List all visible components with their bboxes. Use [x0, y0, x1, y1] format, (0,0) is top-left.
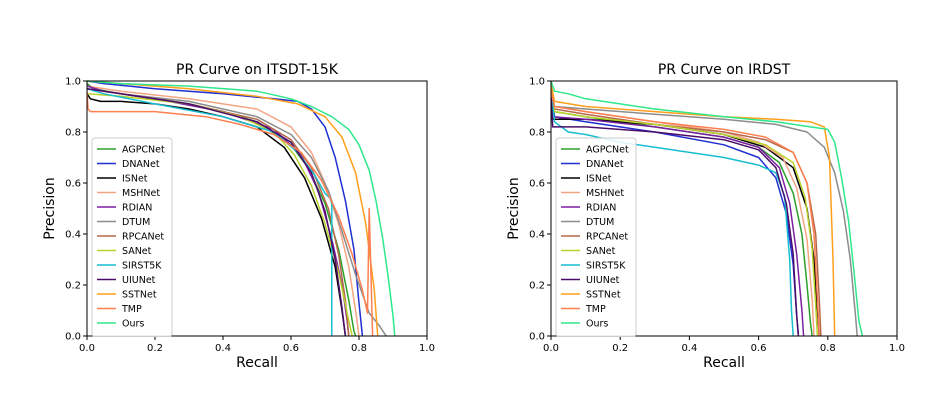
legend-label: UIUNet — [586, 275, 620, 286]
legend-label: MSHNet — [122, 188, 160, 199]
x-tick-label: 0.6 — [751, 343, 767, 354]
legend-label: RPCANet — [122, 232, 164, 243]
series-line-sanet — [551, 88, 819, 337]
y-tick-label: 1.0 — [529, 77, 545, 88]
x-tick-label: 0.2 — [147, 343, 163, 354]
legend-label: Ours — [122, 319, 144, 330]
x-tick-label: 0.8 — [351, 343, 367, 354]
chart-irdst: 0.0 0.2 0.4 0.6 0.8 1.0 0.0 0.2 0.4 0.6 0.8 1.0 PR C… — [506, 62, 905, 371]
legend-label: ISNet — [586, 174, 612, 185]
series-line-rpcanet — [551, 85, 822, 337]
legend-label: DTUM — [122, 217, 150, 228]
series-line-mshnet — [87, 85, 360, 337]
x-tick-label: 0.4 — [215, 343, 231, 354]
x-tick-label: 0.8 — [820, 343, 836, 354]
legend-box — [555, 137, 637, 337]
legend-label: DTUM — [586, 217, 614, 228]
plot-frame — [86, 80, 428, 337]
x-tick-label: 0.4 — [681, 343, 697, 354]
legend-label: Ours — [586, 319, 608, 330]
legend-label: SSTNet — [122, 290, 157, 301]
series-line-dnanet — [87, 80, 364, 337]
legend-label: TMP — [585, 304, 606, 315]
chart-title: PR Curve on IRDST — [658, 62, 791, 78]
legend-box — [91, 137, 173, 337]
legend: AGPCNet DNANet ISNet MSHNet RDIAN DTUM RPCANet… — [555, 137, 637, 337]
legend-label: RDIAN — [122, 203, 152, 214]
y-tick-label: 0.2 — [529, 281, 545, 292]
legend-label: SIRST5K — [122, 261, 162, 272]
legend-label: RPCANet — [586, 232, 628, 243]
series-line-uiunet — [551, 93, 800, 337]
legend-label: DNANet — [586, 159, 624, 170]
x-tick-label: 0.0 — [79, 343, 95, 354]
legend-label: RDIAN — [586, 203, 616, 214]
legend-label: UIUNet — [122, 275, 156, 286]
y-tick-label: 0.8 — [65, 128, 81, 139]
series-line-rdian — [551, 93, 805, 337]
x-axis-label: Recall — [703, 355, 745, 371]
x-axis-label: Recall — [236, 355, 278, 371]
x-tick-label: 0.0 — [543, 343, 559, 354]
y-tick-label: 0.8 — [529, 128, 545, 139]
legend-label: TMP — [121, 304, 142, 315]
legend-label: SANet — [586, 246, 616, 257]
legend-label: AGPCNet — [586, 145, 629, 156]
plot-frame — [550, 80, 898, 337]
y-tick-label: 0.6 — [65, 179, 81, 190]
y-tick-label: 1.0 — [65, 77, 81, 88]
series-line-ours — [551, 80, 864, 337]
x-tick-label: 0.6 — [283, 343, 299, 354]
x-tick-label: 0.2 — [612, 343, 628, 354]
series-line-tmp — [87, 91, 374, 337]
y-axis-label: Precision — [506, 177, 522, 239]
legend-label: SIRST5K — [586, 261, 626, 272]
series-line-ours — [87, 80, 396, 337]
y-tick-label: 0.0 — [529, 332, 545, 343]
legend-label: SSTNet — [586, 290, 621, 301]
legend-label: ISNet — [122, 174, 148, 185]
chart-itsdt: 0.0 0.2 0.4 0.6 0.8 1.0 0.0 0.2 0.4 0.6 0.8 1.0 PR C… — [42, 62, 435, 371]
series-line-dtum — [551, 88, 858, 337]
series-line-tmp — [551, 91, 820, 337]
x-tick-label: 1.0 — [419, 343, 435, 354]
series-line-dtum — [87, 87, 387, 337]
legend-label: AGPCNet — [122, 145, 165, 156]
y-tick-label: 0.6 — [529, 179, 545, 190]
legend-label: DNANet — [122, 159, 160, 170]
legend-label: MSHNet — [586, 188, 624, 199]
y-tick-label: 0.4 — [529, 230, 545, 241]
legend-label: SANet — [122, 246, 152, 257]
y-axis-label: Precision — [42, 177, 58, 239]
y-tick-label: 0.2 — [65, 281, 81, 292]
series-line-sirst5k — [551, 91, 794, 337]
legend: AGPCNet DNANet ISNet MSHNet RDIAN DTUM RPCANet… — [91, 137, 173, 337]
y-tick-label: 0.4 — [65, 230, 81, 241]
series-line-sanet — [87, 93, 353, 337]
series-layer — [87, 80, 396, 337]
series-line-sstnet — [551, 83, 836, 337]
series-layer — [551, 80, 864, 337]
y-tick-label: 0.0 — [65, 332, 81, 343]
chart-title: PR Curve on ITSDT-15K — [176, 62, 339, 78]
x-tick-label: 1.0 — [889, 343, 905, 354]
series-line-uiunet — [87, 87, 347, 337]
